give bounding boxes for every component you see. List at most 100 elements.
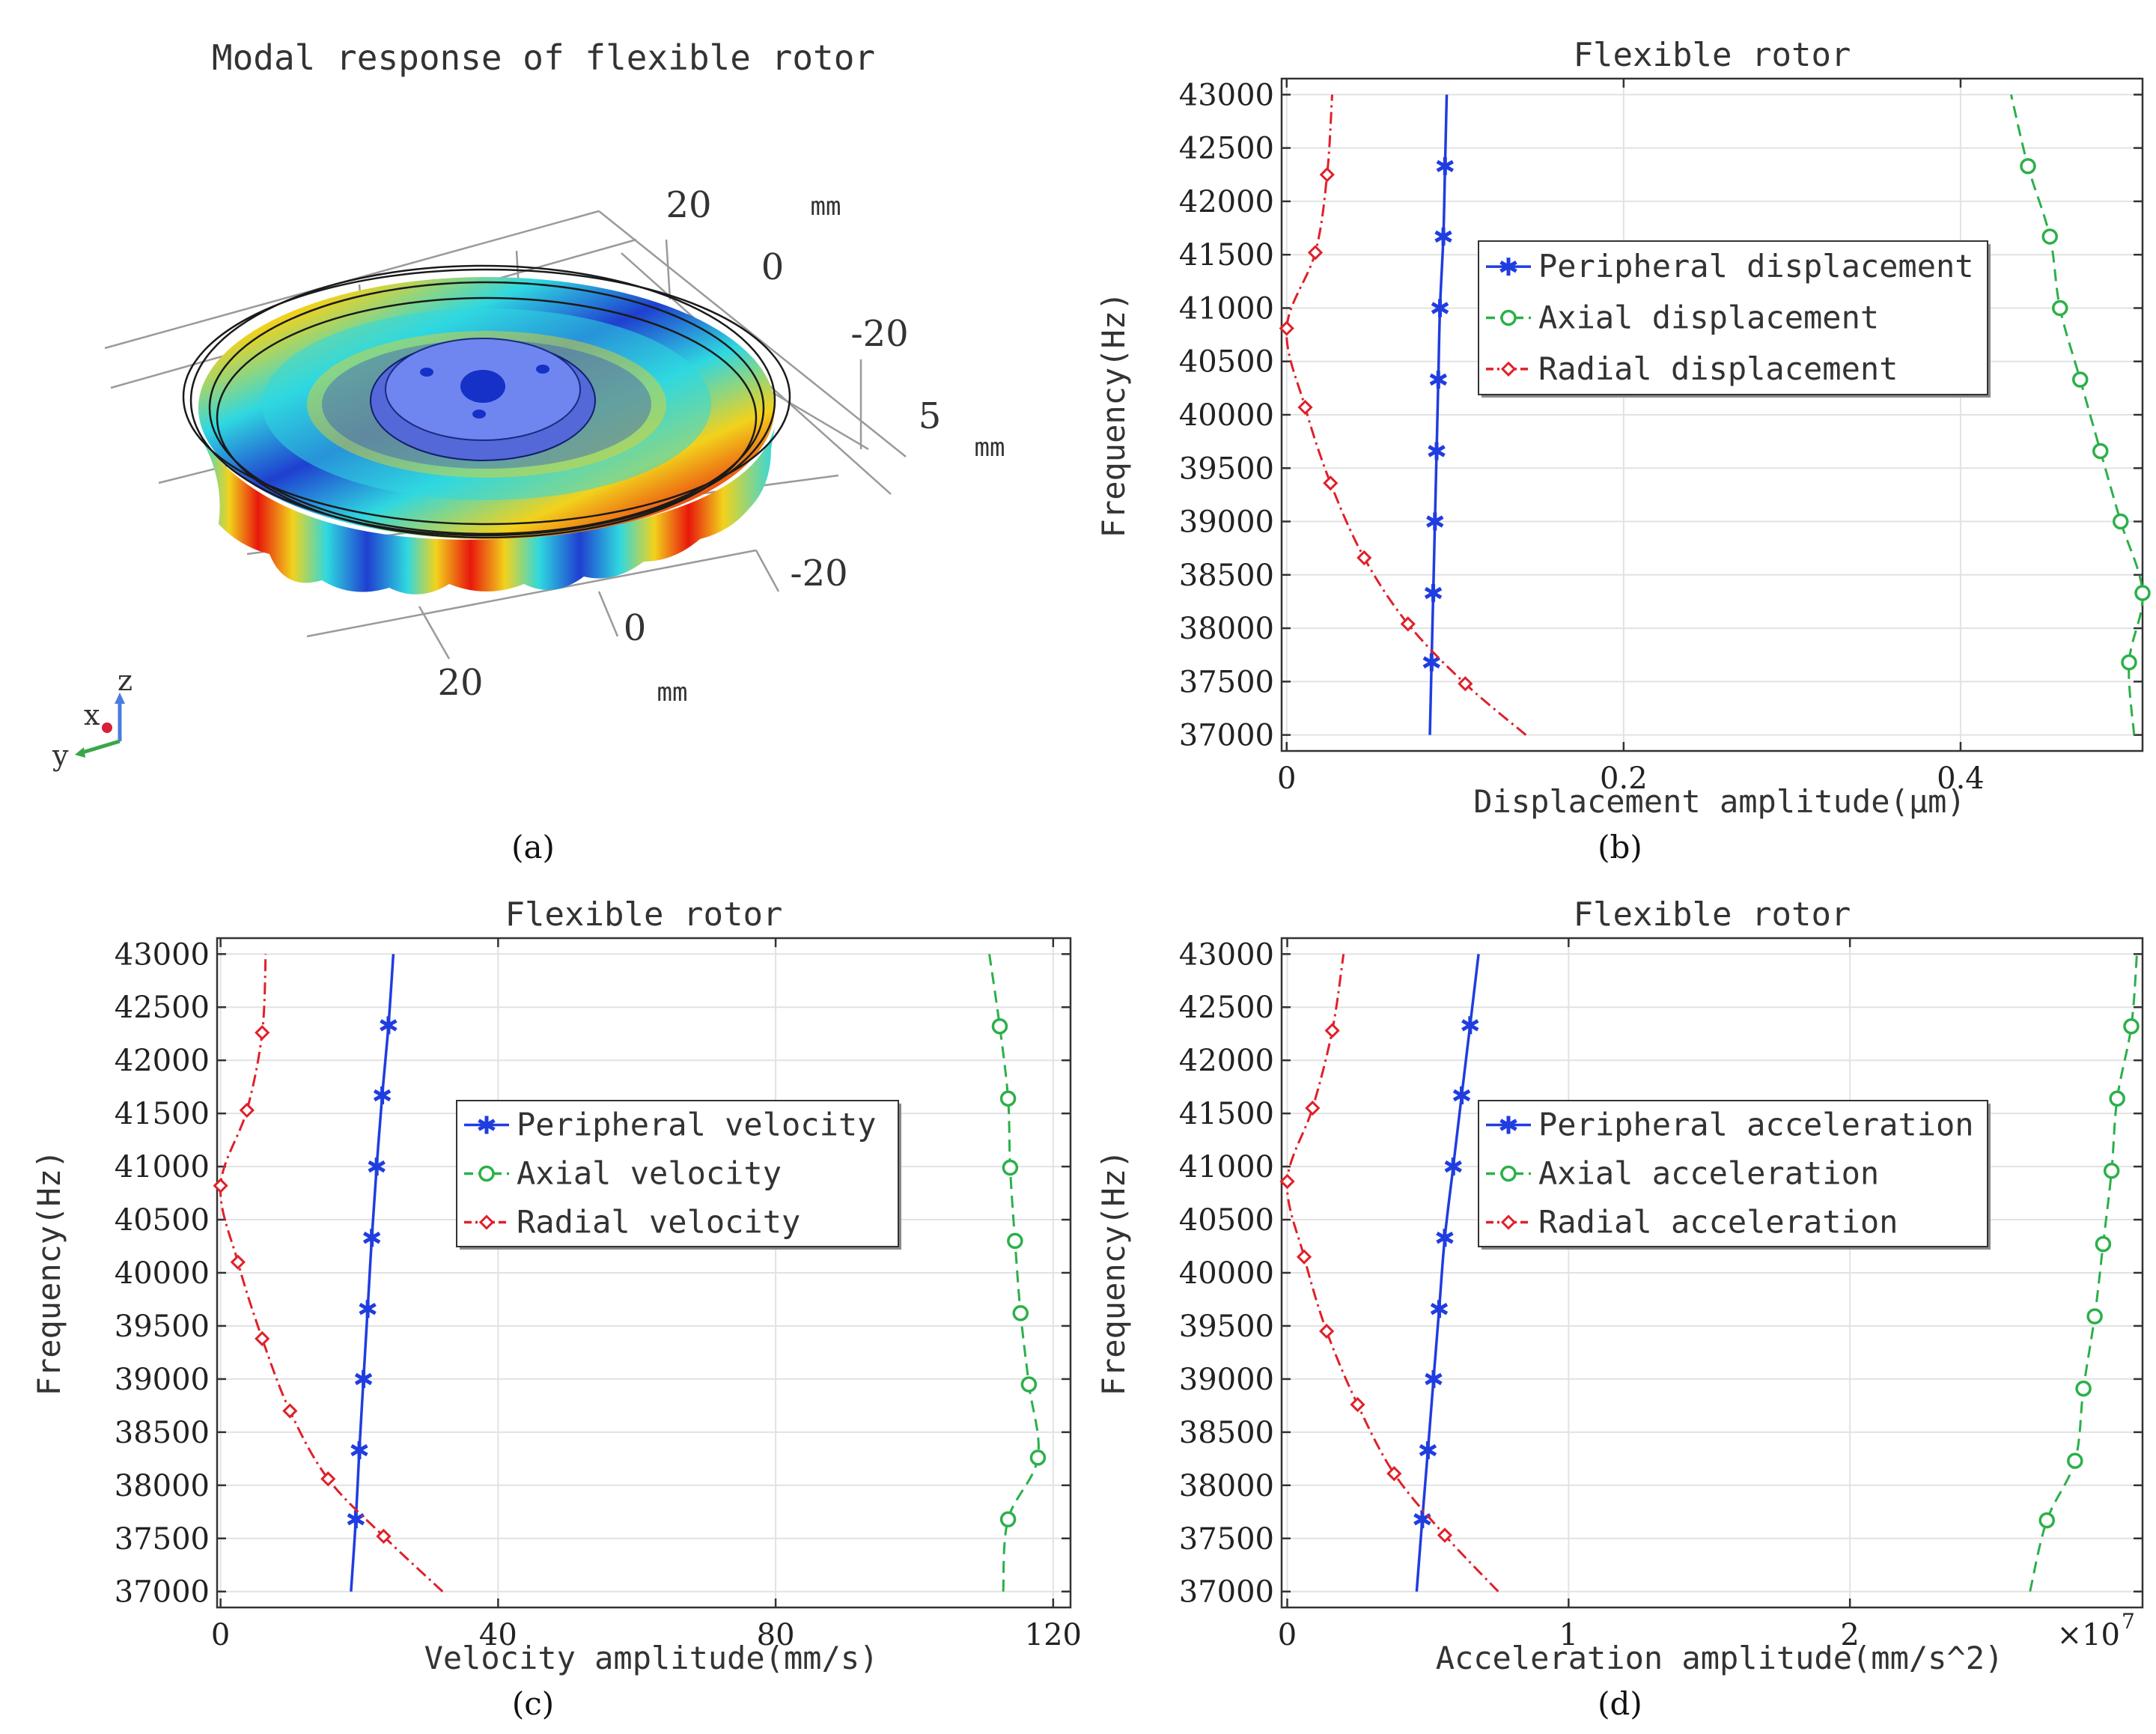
data-point-marker: [2103, 1163, 2120, 1179]
legend-label: Peripheral velocity: [517, 1107, 876, 1143]
data-point-marker: [1324, 1023, 1340, 1038]
series-radial-displacement: [1279, 94, 1527, 736]
y-tick-label: 39000: [115, 1363, 210, 1397]
data-point-marker: [2092, 442, 2109, 460]
y-tick-label: 38500: [1179, 559, 1274, 593]
data-point-marker: [362, 1229, 381, 1247]
data-point-marker: [1319, 1323, 1335, 1339]
y-tick-label: 37000: [1179, 719, 1274, 753]
x-axis-label: Displacement amplitude(μm): [1473, 783, 1965, 820]
data-point-marker: [239, 1102, 255, 1119]
legend-box: [1478, 240, 1988, 395]
y-tick-label: 39000: [1179, 505, 1274, 540]
data-point-marker: [2123, 1018, 2140, 1035]
data-point-marker: [2086, 1308, 2103, 1324]
data-point-marker: [320, 1471, 336, 1487]
data-point-marker: [347, 1510, 365, 1529]
chart-title: Flexible rotor: [505, 895, 783, 934]
legend: Peripheral velocity Axial velocity Radial …: [456, 1100, 901, 1250]
series-axial-velocity: [988, 954, 1047, 1592]
data-point-marker: [373, 1086, 392, 1105]
y-tick-label: 37500: [1179, 665, 1274, 699]
series-line: [1285, 94, 1527, 736]
y-axis-label: Frequency(Hz): [31, 1150, 67, 1396]
legend-marker: [1499, 258, 1517, 276]
series-peripheral-velocity: [347, 954, 398, 1592]
y-tick-label: 40000: [1179, 398, 1274, 433]
y-tick-label: 38500: [1179, 1416, 1274, 1450]
y-tick-label: 39500: [115, 1309, 210, 1344]
data-point-marker: [1305, 1100, 1321, 1116]
legend-label: Radial velocity: [517, 1204, 800, 1241]
legend-marker: [1500, 309, 1517, 326]
data-point-marker: [1012, 1305, 1029, 1321]
data-point-marker: [1296, 1249, 1312, 1265]
legend-label: Radial displacement: [1538, 350, 1898, 387]
axis-tick-bottom-20: 20: [437, 662, 483, 704]
y-tick-label: 40500: [115, 1203, 210, 1238]
y-tick-label: 43000: [115, 937, 210, 972]
series-line: [988, 954, 1040, 1592]
data-point-marker: [1434, 227, 1452, 246]
data-point-marker: [2067, 1452, 2083, 1469]
axis-tick-top-0: 0: [761, 246, 785, 288]
data-point-marker: [1426, 512, 1444, 531]
data-point-marker: [1429, 370, 1447, 389]
legend-label: Peripheral acceleration: [1538, 1107, 1974, 1143]
x-tick-label: 0: [211, 1618, 230, 1652]
data-point-marker: [1386, 1466, 1402, 1482]
data-point-marker: [1458, 676, 1473, 692]
data-point-marker: [1307, 245, 1324, 261]
rotor-bolt-hole-1: [420, 368, 433, 377]
series-axial-acceleration: [2029, 954, 2140, 1592]
legend-label: Axial displacement: [1538, 299, 1879, 336]
data-point-marker: [991, 1018, 1008, 1035]
data-point-marker: [376, 1528, 392, 1545]
y-tick-label: 40500: [1179, 1203, 1274, 1238]
data-point-marker: [1428, 442, 1446, 460]
y-tick-label: 39500: [1179, 1309, 1274, 1344]
series-peripheral-acceleration: [1413, 954, 1480, 1592]
panel-d-acceleration-chart: Flexible rotor 37000 37500 38000 38500 39000 3…: [1095, 895, 2144, 1676]
x-tick-label: 80: [757, 1618, 795, 1652]
series-line: [2029, 954, 2138, 1592]
panel-d-caption: (d): [1598, 1685, 1642, 1722]
y-tick-label: 42500: [1179, 991, 1274, 1025]
x-axis-multiplier-exponent: 7: [2122, 1609, 2135, 1634]
legend-marker: [1500, 1165, 1517, 1182]
y-tick-label: 39500: [1179, 451, 1274, 486]
series-line: [219, 954, 444, 1592]
x-tick-label: 0: [1278, 1618, 1297, 1652]
legend-box: [1478, 1100, 1988, 1247]
data-point-marker: [1419, 1441, 1437, 1459]
chart-title: Flexible rotor: [1574, 895, 1851, 934]
data-point-marker: [2121, 654, 2137, 671]
y-tick-label: 38000: [1179, 612, 1274, 646]
data-point-marker: [1444, 1157, 1462, 1176]
axis-tick-top-minus20: -20: [850, 313, 908, 355]
data-point-marker: [2071, 371, 2089, 388]
y-tick-label: 40000: [115, 1256, 210, 1291]
data-point-marker: [1002, 1159, 1019, 1176]
data-point-marker: [1461, 1016, 1479, 1035]
legend-marker: [478, 1116, 496, 1134]
y-tick-label: 41500: [115, 1097, 210, 1131]
data-point-marker: [354, 1369, 373, 1388]
data-point-marker: [1436, 1229, 1454, 1247]
triad-z-label: z: [118, 664, 133, 697]
y-tick-label: 37500: [1179, 1522, 1274, 1557]
panel-c-velocity-chart: Flexible rotor 37000 37500 38000 38500 39000 3…: [31, 895, 1082, 1676]
data-point-marker: [1400, 616, 1416, 632]
series-radial-velocity: [213, 954, 444, 1592]
y-tick-label: 38500: [115, 1416, 210, 1450]
data-point-marker: [2134, 585, 2151, 601]
data-point-marker: [1319, 167, 1335, 183]
data-point-marker: [1430, 1300, 1449, 1318]
data-point-marker: [1437, 1527, 1453, 1543]
x-tick-label: 0: [1277, 761, 1296, 796]
panel-a-title: Modal response of flexible rotor: [212, 37, 875, 78]
y-tick-label: 38000: [1179, 1469, 1274, 1503]
legend-label: Peripheral displacement: [1538, 248, 1974, 285]
data-point-marker: [2038, 1512, 2055, 1529]
x-tick-label: 40: [479, 1618, 517, 1652]
